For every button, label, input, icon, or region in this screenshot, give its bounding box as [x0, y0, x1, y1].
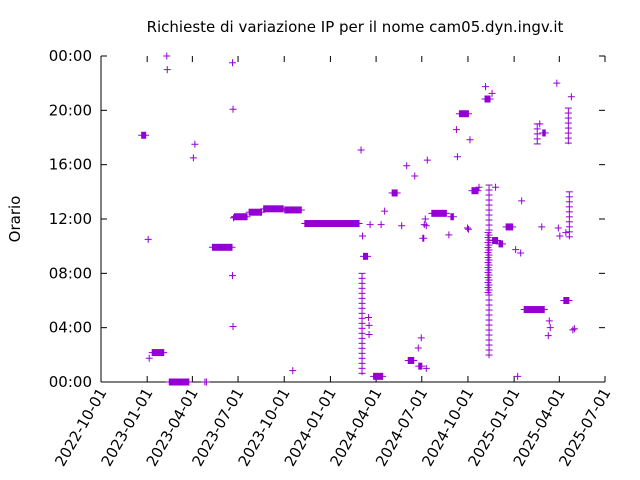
chart-title: Richieste di variazione IP per il nome c…: [147, 18, 564, 36]
data-point: [163, 66, 171, 74]
data-point: [191, 140, 199, 148]
data-point: [365, 330, 373, 338]
x-ticks: 2022-10-012023-01-012023-04-012023-07-01…: [51, 56, 614, 470]
data-point: [144, 235, 152, 243]
data-point: [517, 249, 525, 257]
data-point: [554, 224, 562, 232]
data-point: [544, 332, 552, 340]
y-tick-label: 00:00: [49, 373, 92, 391]
data-point: [538, 223, 546, 231]
data-point: [452, 126, 460, 134]
data-point: [411, 172, 419, 180]
data-point: [562, 229, 570, 237]
data-point: [381, 207, 389, 215]
data-point: [546, 324, 554, 332]
y-tick-label: 08:00: [49, 264, 92, 282]
y-tick-label: 00:00: [49, 47, 92, 65]
data-point: [463, 224, 471, 232]
data-point: [445, 231, 453, 239]
data-point: [518, 197, 526, 205]
y-tick-label: 12:00: [49, 210, 92, 228]
data-point: [492, 183, 500, 191]
data-point: [289, 367, 297, 375]
data-point: [475, 183, 483, 191]
data-point: [569, 326, 577, 334]
data-point: [570, 325, 578, 333]
data-point: [453, 153, 461, 161]
data-point: [357, 146, 365, 154]
data-point: [512, 246, 520, 254]
data-point: [229, 272, 237, 280]
data-point: [229, 323, 237, 331]
data-point: [422, 364, 430, 372]
data-point: [231, 213, 239, 221]
data-point: [398, 222, 406, 230]
data-point: [189, 154, 197, 162]
data-point: [464, 225, 472, 233]
data-point: [545, 317, 553, 325]
data-point: [377, 221, 385, 229]
data-point: [145, 354, 153, 362]
data-point: [482, 83, 490, 91]
y-axis-label: Orario: [6, 196, 24, 243]
axes-frame: [100, 56, 605, 383]
data-point: [556, 232, 564, 240]
data-point: [423, 156, 431, 164]
data-point: [421, 215, 429, 223]
data-point: [229, 59, 237, 67]
data-point: [366, 221, 374, 229]
data-point: [422, 222, 430, 230]
data-point: [514, 372, 522, 380]
data-points: [138, 52, 578, 386]
data-point: [202, 378, 210, 386]
data-point: [567, 93, 575, 101]
data-point: [163, 52, 171, 60]
data-point: [488, 89, 496, 97]
y-tick-label: 16:00: [49, 156, 92, 174]
data-point: [229, 105, 237, 113]
y-tick-label: 20:00: [49, 101, 92, 119]
data-point: [553, 79, 561, 87]
data-point: [466, 136, 474, 144]
data-point: [414, 344, 422, 352]
data-point: [365, 313, 373, 321]
data-point: [403, 162, 411, 170]
data-point: [417, 334, 425, 342]
y-tick-label: 04:00: [49, 319, 92, 337]
data-point: [230, 214, 238, 222]
y-ticks: 00:00 04:00 08:00 12:00 16:00 20:00 00:00: [49, 47, 605, 391]
data-point: [365, 321, 373, 329]
data-point: [359, 232, 367, 240]
